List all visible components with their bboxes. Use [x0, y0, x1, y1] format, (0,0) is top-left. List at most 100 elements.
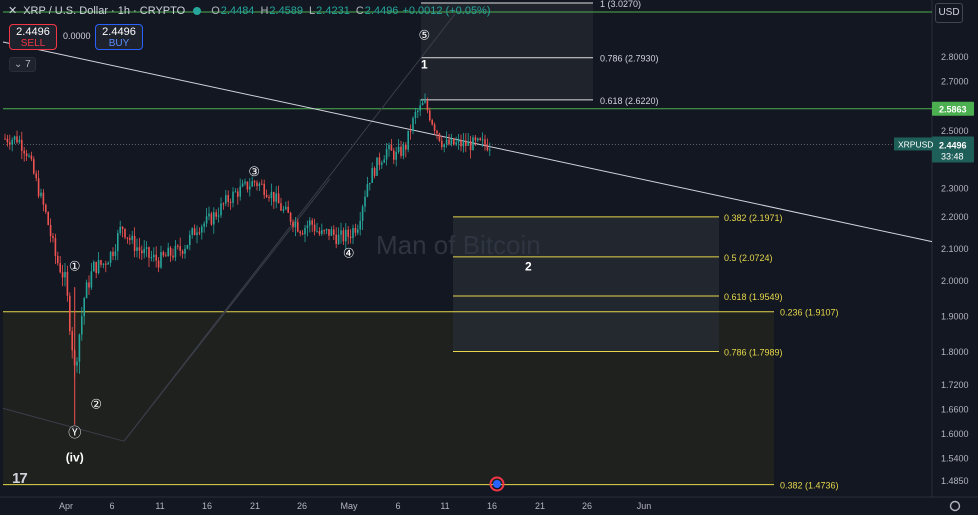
candle-body [268, 197, 270, 199]
candle-body [397, 146, 400, 152]
candle-body [426, 100, 429, 111]
candle-body [385, 149, 388, 160]
candle-body [76, 361, 78, 366]
candle-body [253, 181, 256, 183]
candle-body [69, 295, 71, 332]
time-tick-label: 11 [155, 501, 164, 511]
candle-body [16, 136, 18, 143]
candle-body [352, 227, 354, 238]
candle-body [294, 222, 297, 228]
candle-body [225, 195, 227, 204]
candle-body [453, 138, 455, 145]
buy-button[interactable]: 2.4496 BUY [95, 24, 143, 50]
price-tick-label: 1.6000 [941, 429, 969, 439]
candle-body [465, 140, 467, 146]
candle-body [455, 142, 457, 145]
wave-label[interactable]: 1 [421, 57, 428, 71]
wave-label[interactable]: (iv) [66, 451, 84, 465]
candle-body [445, 139, 448, 145]
candle-body [148, 247, 150, 258]
wave-label[interactable]: ④ [343, 246, 355, 261]
candle-body [71, 331, 73, 351]
fib-retrace-label: 0.5 (2.0724) [724, 253, 773, 263]
price-tick-label: 1.5400 [941, 454, 969, 464]
candle-body [157, 260, 160, 268]
candle-body [474, 137, 477, 141]
time-tick-label: 6 [109, 501, 114, 511]
candle-body [297, 222, 299, 232]
candle-body [61, 272, 64, 278]
currency-button[interactable]: USD [935, 3, 963, 23]
candle-body [201, 226, 203, 233]
candle-body [37, 178, 40, 197]
candle-body [208, 213, 210, 217]
indicator-count: 7 [25, 59, 31, 70]
candle-body [412, 117, 414, 132]
price-tick-label: 2.7000 [941, 77, 969, 87]
price-tick-label: 1.4850 [941, 476, 969, 486]
sell-button[interactable]: 2.4496 SELL [9, 24, 57, 50]
candle-body [114, 251, 117, 257]
wave-label[interactable]: ① [69, 258, 81, 273]
sell-price: 2.4496 [16, 26, 50, 38]
candle-body [306, 225, 309, 228]
candle-body [393, 150, 395, 160]
sell-label: SELL [20, 38, 46, 49]
price-tick-label: 2.8000 [941, 52, 969, 62]
last-price-tag [932, 136, 974, 163]
event-flag-icon[interactable] [489, 476, 505, 492]
wave-label[interactable]: 2 [525, 259, 532, 273]
close-icon[interactable]: ✕ [8, 5, 18, 17]
candle-body [40, 192, 42, 197]
candle-body [241, 183, 244, 187]
candle-body [222, 203, 225, 205]
fib-zone-extension [421, 3, 593, 100]
candle-body [354, 227, 357, 233]
wave-label[interactable]: ③ [248, 164, 260, 179]
candle-body [381, 162, 383, 165]
candle-body [481, 139, 484, 141]
candle-body [325, 228, 328, 231]
wave-label[interactable]: Ⓨ [68, 425, 81, 440]
candle-body [88, 282, 90, 288]
candle-body [433, 124, 436, 131]
time-tick-label: 11 [440, 501, 449, 511]
wave-label[interactable]: ⑤ [419, 28, 431, 43]
candle-body [28, 155, 30, 157]
time-tick-label: 21 [250, 501, 260, 511]
fib-long-label: 0.236 (1.9107) [780, 308, 839, 318]
candle-body [186, 245, 189, 249]
candle-body [153, 254, 155, 258]
candle-body [129, 237, 131, 240]
candle-body [417, 110, 419, 113]
candle-body [23, 150, 25, 154]
event-flag-inner [493, 480, 501, 488]
wave-label[interactable]: ② [90, 396, 102, 411]
gear-icon[interactable] [949, 500, 961, 512]
candle-body [109, 251, 112, 263]
candle-body [210, 213, 213, 225]
symbol-title[interactable]: XRP / U.S. Dollar · 1h · CRYPTO [23, 5, 186, 17]
chevron-down-icon: ⌄ [14, 59, 23, 70]
fib-long-label: 0.382 (1.4736) [780, 481, 839, 491]
price-tick-label: 1.7200 [941, 380, 969, 390]
candle-body [369, 182, 371, 185]
green-price-tag-text: 2.5863 [939, 105, 967, 115]
candle-body [460, 140, 462, 147]
candle-body [121, 226, 124, 229]
price-scale[interactable] [932, 0, 978, 515]
candle-body [282, 209, 285, 211]
candle-body [105, 263, 107, 265]
tradingview-logo-icon[interactable]: 17 [12, 470, 28, 487]
candle-body [395, 151, 397, 160]
candle-body [309, 220, 311, 226]
candle-body [220, 203, 222, 216]
candle-body [184, 248, 186, 254]
candle-body [285, 206, 287, 210]
candle-body [30, 155, 33, 160]
candle-body [405, 144, 407, 150]
candle-body [421, 102, 424, 106]
candle-body [100, 260, 102, 265]
indicators-toggle-button[interactable]: ⌄ 7 [9, 57, 36, 72]
